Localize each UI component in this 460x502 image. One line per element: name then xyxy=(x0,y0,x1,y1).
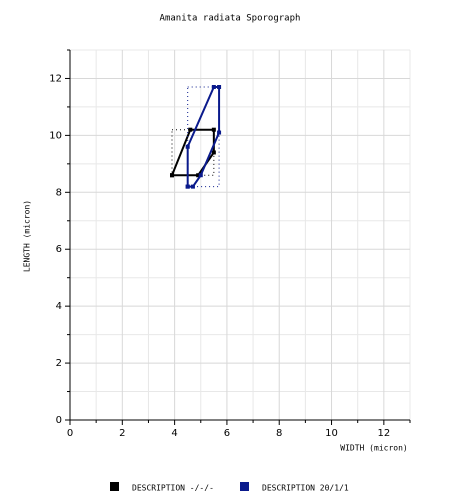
y-tick-label: 12 xyxy=(49,73,62,84)
y-tick-label: 0 xyxy=(56,415,62,426)
x-tick-label: 12 xyxy=(377,428,390,439)
vertex xyxy=(188,127,193,132)
vertex xyxy=(211,85,216,89)
vertex xyxy=(185,184,190,189)
vertex xyxy=(170,173,174,178)
range-box xyxy=(187,86,220,188)
y-tick-label: 8 xyxy=(56,187,62,198)
vertex xyxy=(190,184,195,189)
y-axis-label: LENGTH (micron) xyxy=(23,200,32,272)
x-tick-label: 0 xyxy=(67,428,73,439)
x-tick-label: 2 xyxy=(119,428,125,439)
y-tick-label: 4 xyxy=(56,301,62,312)
vertex xyxy=(211,150,216,155)
y-tick-label: 6 xyxy=(56,244,62,255)
x-tick-label: 6 xyxy=(224,428,230,439)
vertex xyxy=(211,127,216,132)
vertex xyxy=(217,130,222,135)
x-tick-label: 8 xyxy=(276,428,282,439)
vertex xyxy=(185,144,190,149)
y-tick-label: 2 xyxy=(56,358,62,369)
legend-label: DESCRIPTION 20/1/1 xyxy=(262,484,349,493)
legend-swatch xyxy=(240,482,249,491)
x-axis-label: WIDTH (micron) xyxy=(340,444,407,453)
x-tick-label: 4 xyxy=(171,428,177,439)
outline xyxy=(171,128,215,177)
chart-title: Amanita radiata Sporograph xyxy=(160,14,301,24)
vertex xyxy=(196,173,201,178)
vertex xyxy=(217,85,222,89)
y-tick-label: 10 xyxy=(49,130,62,141)
legend-label: DESCRIPTION -/-/- xyxy=(132,484,214,493)
vertex xyxy=(198,173,203,178)
legend-swatch xyxy=(110,482,119,491)
x-tick-label: 10 xyxy=(325,428,338,439)
